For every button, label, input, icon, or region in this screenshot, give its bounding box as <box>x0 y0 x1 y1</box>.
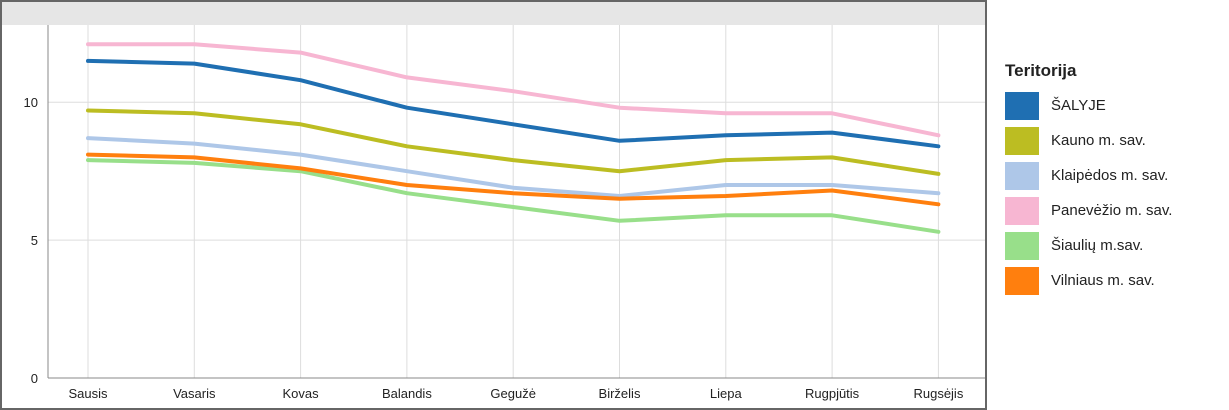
chart-top-bar <box>2 2 985 25</box>
legend-label: Panevėžio m. sav. <box>1051 202 1173 219</box>
x-tick-label: Liepa <box>710 386 743 401</box>
legend-swatch <box>1005 91 1039 120</box>
series-layer <box>86 42 941 234</box>
series-line <box>86 158 941 234</box>
legend-item: Klaipėdos m. sav. <box>1005 158 1225 193</box>
legend-item: Kauno m. sav. <box>1005 123 1225 158</box>
y-tick-label: 0 <box>31 371 38 386</box>
legend-label: Šiaulių m.sav. <box>1051 237 1144 254</box>
x-tick-labels: Sausis Vasaris Kovas Balandis Gegužė Birželis… <box>68 386 963 401</box>
y-tick-label: 5 <box>31 233 38 248</box>
legend-swatch <box>1005 231 1039 260</box>
x-tick-label: Rugsėjis <box>913 386 963 401</box>
series-line <box>86 136 941 198</box>
legend-swatch <box>1005 126 1039 155</box>
legend: Teritorija ŠALYJE Kauno m. sav. Klaipėdos … <box>1005 60 1225 298</box>
series-line <box>86 58 941 149</box>
legend-label: ŠALYJE <box>1051 97 1106 114</box>
legend-items: ŠALYJE Kauno m. sav. Klaipėdos m. sav. Pane… <box>1005 88 1225 298</box>
axis-layer <box>47 25 985 379</box>
x-tick-label: Gegužė <box>490 386 536 401</box>
y-tick-label: 10 <box>24 95 38 110</box>
legend-item: Vilniaus m. sav. <box>1005 263 1225 298</box>
legend-label: Klaipėdos m. sav. <box>1051 167 1169 184</box>
legend-label: Kauno m. sav. <box>1051 132 1146 149</box>
x-tick-label: Rugpjūtis <box>805 386 860 401</box>
x-tick-label: Vasaris <box>173 386 216 401</box>
x-tick-label: Kovas <box>283 386 320 401</box>
x-tick-label: Balandis <box>382 386 432 401</box>
legend-swatch <box>1005 161 1039 190</box>
legend-item: Panevėžio m. sav. <box>1005 193 1225 228</box>
x-tick-label: Birželis <box>599 386 641 401</box>
series-line <box>86 42 941 138</box>
legend-swatch <box>1005 266 1039 295</box>
legend-item: Šiaulių m.sav. <box>1005 228 1225 263</box>
y-tick-labels: 0 5 10 <box>24 95 38 386</box>
legend-item: ŠALYJE <box>1005 88 1225 123</box>
series-line <box>86 152 941 207</box>
legend-title: Teritorija <box>1005 61 1077 80</box>
legend-swatch <box>1005 196 1039 225</box>
legend-label: Vilniaus m. sav. <box>1051 272 1155 289</box>
series-line <box>86 108 941 176</box>
grid-layer <box>48 25 985 379</box>
x-tick-label: Sausis <box>68 386 108 401</box>
